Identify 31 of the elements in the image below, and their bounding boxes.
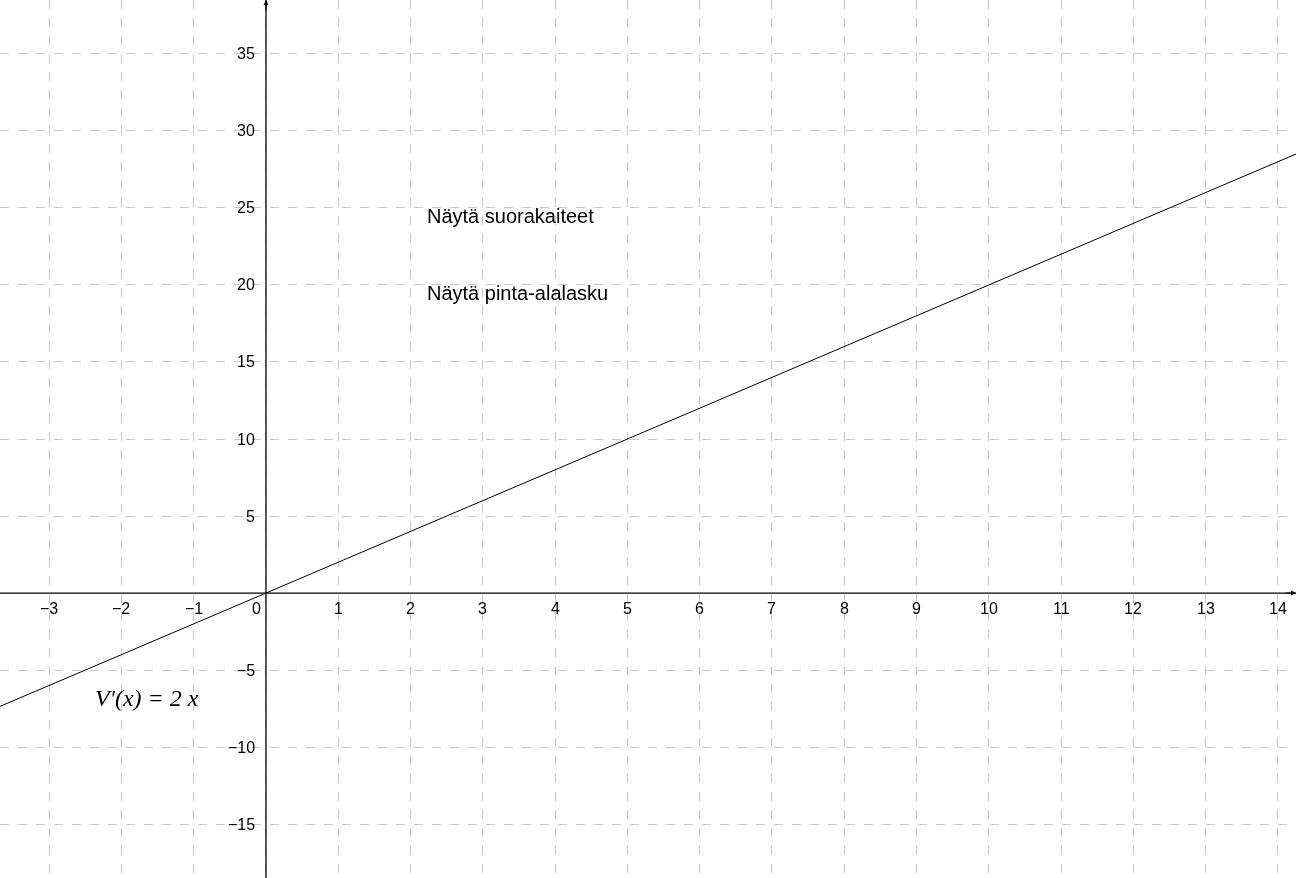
y-tick-label: 35	[237, 45, 255, 62]
x-tick-label: 1	[334, 600, 343, 617]
y-tick-label: 30	[237, 122, 255, 139]
series-label: V′(x) = 2 x	[95, 685, 199, 711]
annotation: Näytä pinta-alalasku	[427, 282, 609, 304]
y-tick-label: 25	[237, 199, 255, 216]
x-tick-label: 8	[840, 600, 849, 617]
x-tick-label: 2	[406, 600, 415, 617]
x-tick-label: 4	[551, 600, 560, 617]
x-tick-label: 9	[912, 600, 921, 617]
x-tick-label: −3	[40, 600, 59, 617]
x-tick-label: 10	[980, 600, 998, 617]
y-tick-label: 10	[237, 431, 255, 448]
y-tick-label: 15	[237, 353, 255, 370]
y-tick-label: −5	[237, 662, 256, 679]
x-tick-label: 5	[623, 600, 632, 617]
x-tick-label: 13	[1197, 600, 1215, 617]
x-tick-label: 0	[252, 600, 261, 617]
y-tick-label: 20	[237, 276, 255, 293]
y-tick-label: −10	[228, 739, 256, 756]
x-tick-label: 7	[767, 600, 776, 617]
y-tick-label: −15	[228, 816, 256, 833]
x-tick-label: −1	[185, 600, 204, 617]
x-tick-label: 14	[1269, 600, 1287, 617]
x-tick-label: −2	[112, 600, 131, 617]
x-tick-label: 3	[478, 600, 487, 617]
x-tick-label: 6	[695, 600, 704, 617]
x-tick-label: 11	[1053, 600, 1070, 617]
annotation: Näytä suorakaiteet	[427, 205, 595, 227]
x-tick-label: 12	[1124, 600, 1142, 617]
y-tick-label: 5	[246, 508, 255, 525]
